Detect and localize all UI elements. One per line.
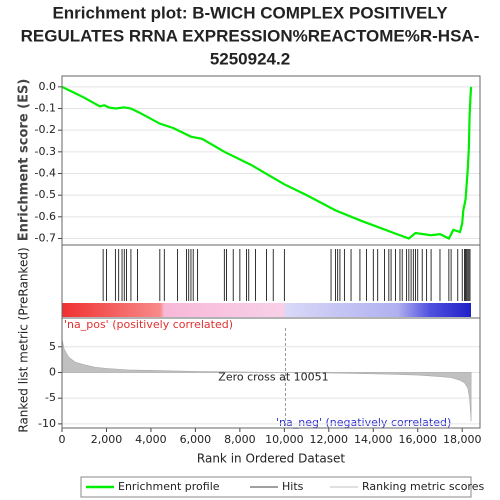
x-tick-label: 6,000: [180, 433, 212, 446]
y-tick-label: -0.3: [35, 145, 56, 158]
es-line: [61, 85, 473, 240]
y-tick-label: 0.0: [39, 80, 57, 93]
x-axis-label: Rank in Ordered Dataset: [197, 452, 345, 466]
x-tick-label: 12,000: [310, 433, 349, 446]
y-tick-label: -0.6: [35, 210, 56, 223]
plot-background: [62, 76, 480, 428]
title-line: REGULATES RRNA EXPRESSION%REACTOME%R-HSA…: [21, 26, 480, 45]
metric-area: [61, 339, 472, 422]
legend-label: Ranking metric scores: [362, 480, 484, 493]
y-tick-label: 0: [49, 365, 56, 378]
y-tick-label: -5: [45, 391, 56, 404]
y-tick-label: -0.4: [35, 167, 56, 180]
x-tick-label: 0: [59, 433, 66, 446]
x-tick-label: 18,000: [443, 433, 482, 446]
x-tick-label: 4,000: [135, 433, 167, 446]
annotation: Zero cross at 10051: [218, 370, 328, 383]
y-axis-label: Ranked list metric (PreRanked): [17, 247, 31, 432]
panel-frame: [61, 317, 481, 429]
title-line: 5250924.2: [210, 49, 290, 68]
y-tick-label: -0.5: [35, 188, 56, 201]
y-tick-label: -0.7: [35, 232, 56, 245]
annotation: 'na_pos' (positively correlated): [64, 318, 233, 331]
rank-color-bar: [62, 303, 471, 317]
legend-label: Hits: [282, 480, 304, 493]
x-tick-label: 16,000: [398, 433, 437, 446]
title-line: Enrichment plot: B-WICH COMPLEX POSITIVE…: [52, 3, 448, 22]
x-tick-label: 10,000: [265, 433, 304, 446]
x-tick-label: 2,000: [91, 433, 123, 446]
y-tick-label: -0.1: [35, 102, 56, 115]
y-tick-label: 5: [49, 340, 56, 353]
annotation: 'na_neg' (negatively correlated): [276, 416, 451, 429]
y-axis-label: Enrichment score (ES): [17, 79, 32, 242]
x-tick-label: 14,000: [354, 433, 393, 446]
y-tick-label: -0.2: [35, 123, 56, 136]
x-tick-label: 8,000: [224, 433, 256, 446]
legend-label: Enrichment profile: [118, 480, 220, 493]
y-tick-label: -10: [38, 417, 56, 430]
